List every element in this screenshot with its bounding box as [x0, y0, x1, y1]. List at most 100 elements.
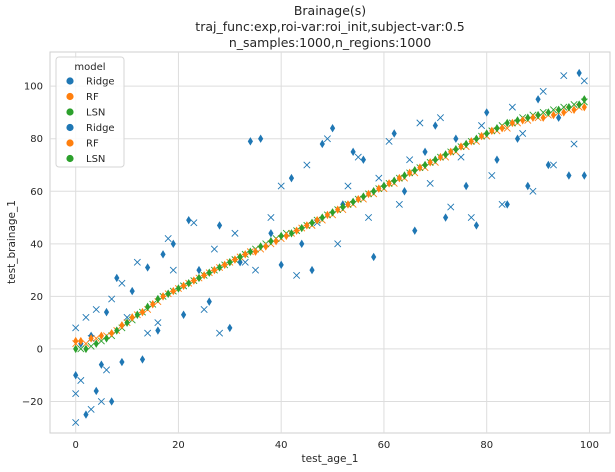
point-lsn-diamond — [371, 187, 377, 196]
point-ridge-x — [303, 161, 311, 169]
point-ridge-diamond — [432, 121, 438, 130]
point-rf-diamond — [211, 265, 218, 275]
chart-title-line-1: Brainage(s) — [294, 3, 366, 18]
point-rf-x — [92, 334, 100, 342]
point-ridge-diamond — [206, 297, 212, 306]
point-ridge-diamond — [484, 108, 490, 117]
point-rf-diamond — [201, 271, 207, 280]
y-tick-label: 0 — [37, 344, 43, 355]
point-rf-diamond — [160, 292, 166, 301]
point-rf-diamond — [78, 336, 84, 346]
point-rf-diamond — [571, 105, 577, 115]
point-ridge-x — [87, 405, 95, 413]
point-ridge-diamond — [114, 273, 120, 283]
point-lsn-diamond — [442, 150, 449, 159]
point-rf-diamond — [581, 102, 587, 112]
point-ridge-x — [144, 329, 152, 337]
point-rf-diamond — [468, 137, 474, 146]
point-lsn-diamond — [216, 263, 223, 272]
x-tick-label: 60 — [378, 440, 391, 451]
legend-label-lsn: LSN — [86, 154, 105, 165]
legend-title: model — [74, 62, 105, 73]
point-ridge-diamond — [98, 360, 104, 369]
point-rf-diamond — [509, 118, 515, 128]
point-lsn-diamond — [83, 344, 89, 354]
point-rf-diamond — [273, 236, 279, 246]
point-ridge-diamond — [473, 221, 480, 230]
point-lsn-x — [549, 106, 558, 114]
grid-lines — [50, 52, 610, 433]
point-lsn-diamond — [391, 176, 397, 185]
point-rf-diamond — [180, 281, 187, 291]
chart-title-line-2: traj_func:exp,roi-var:roi_init,subject-v… — [195, 19, 464, 34]
point-rf-diamond — [478, 131, 485, 141]
plot-area — [49, 51, 611, 434]
point-rf-diamond — [355, 194, 361, 204]
point-ridge-diamond — [504, 200, 510, 209]
point-ridge-x — [216, 329, 224, 337]
legend-label-rf: RF — [86, 139, 99, 150]
x-tick-label: 100 — [580, 440, 599, 451]
point-lsn-diamond — [319, 213, 325, 222]
point-lsn-x — [87, 342, 95, 350]
point-ridge-x — [508, 103, 516, 111]
legend-marker-rf — [66, 92, 74, 101]
legend-marker-lsn — [66, 108, 74, 116]
point-ridge-x — [529, 187, 537, 195]
point-ridge-diamond — [401, 187, 408, 196]
point-ridge-diamond — [288, 173, 295, 183]
point-rf-diamond — [437, 152, 444, 162]
point-ridge-diamond — [227, 323, 233, 333]
point-lsn-x — [97, 337, 105, 345]
point-ridge-diamond — [463, 181, 469, 191]
point-ridge-x — [539, 87, 547, 95]
x-tick-label: 80 — [480, 440, 493, 451]
point-ridge-diamond — [237, 258, 243, 267]
point-rf-diamond — [396, 173, 402, 183]
x-tick-label: 20 — [172, 440, 185, 451]
point-ridge-diamond — [371, 252, 377, 262]
point-ridge-diamond — [422, 147, 428, 157]
point-rf-diamond — [376, 184, 382, 193]
point-rf-diamond — [139, 307, 146, 317]
point-ridge-diamond — [247, 137, 253, 146]
point-lsn-diamond — [268, 236, 274, 246]
point-ridge-diamond — [186, 215, 192, 225]
point-ridge-diamond — [155, 326, 161, 335]
point-ridge-x — [447, 203, 455, 211]
point-ridge-diamond — [170, 239, 176, 249]
point-rf-diamond — [458, 142, 464, 151]
legend-marker-lsn — [66, 154, 74, 163]
point-rf-diamond — [98, 331, 104, 340]
point-lsn-diamond — [566, 102, 572, 112]
point-ridge-diamond — [309, 265, 315, 275]
point-lsn-diamond — [206, 268, 212, 277]
point-ridge-x — [365, 214, 373, 222]
y-tick-label: 60 — [30, 187, 43, 198]
point-lsn-diamond — [196, 273, 202, 283]
point-ridge-x — [72, 324, 80, 332]
point-ridge-x — [436, 114, 444, 122]
point-lsn-diamond — [453, 145, 459, 154]
point-lsn-diamond — [175, 284, 182, 293]
point-ridge-diamond — [514, 134, 521, 143]
legend: model Ridge RF LSN Ridge RF LSN — [55, 56, 125, 168]
point-lsn-diamond — [432, 155, 438, 164]
point-lsn-diamond — [463, 139, 469, 149]
point-rf-diamond — [407, 168, 413, 178]
point-lsn-diamond — [165, 289, 171, 298]
point-lsn-diamond — [581, 95, 587, 104]
point-ridge-diamond — [268, 229, 274, 238]
point-rf-diamond — [386, 179, 392, 188]
point-ridge-x — [395, 200, 403, 208]
y-tick-label: 80 — [30, 134, 43, 145]
point-ridge-x — [293, 271, 301, 279]
point-ridge-x — [72, 390, 80, 398]
point-ridge-diamond — [83, 410, 89, 419]
point-ridge-x — [406, 156, 414, 164]
point-ridge-diamond — [453, 134, 459, 143]
legend-marker-rf — [66, 139, 74, 147]
point-lsn-diamond — [412, 166, 418, 175]
point-ridge-x — [154, 319, 162, 327]
point-lsn-diamond — [401, 171, 408, 180]
